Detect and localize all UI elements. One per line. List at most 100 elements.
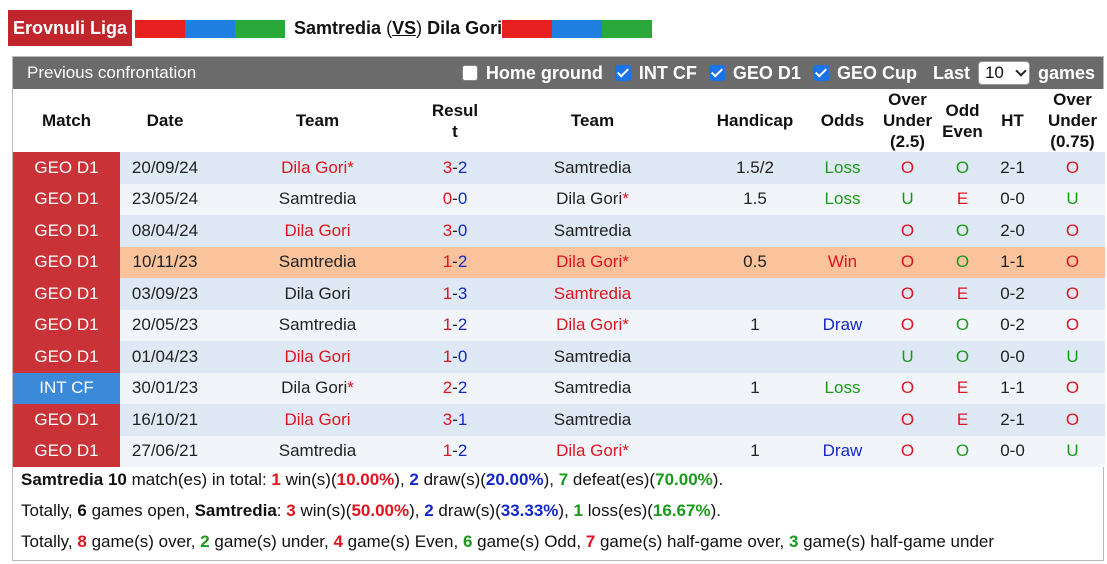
competition-cell[interactable]: GEO D1 (13, 152, 120, 184)
score-cell[interactable]: 3-0 (425, 215, 485, 247)
home-ground-label[interactable]: Home ground (485, 62, 603, 83)
competition-cell[interactable]: GEO D1 (13, 435, 120, 467)
away-team-cell[interactable]: Dila Gori* (485, 246, 700, 278)
score-cell[interactable]: 1-2 (425, 435, 485, 467)
over-under-075-cell: U (1040, 341, 1105, 373)
competition-cell[interactable]: GEO D1 (13, 341, 120, 373)
home-team-cell[interactable]: Samtredia (210, 183, 425, 215)
last-games-select[interactable]: 10 (977, 61, 1030, 85)
home-team-cell[interactable]: Dila Gori* (210, 372, 425, 404)
score-cell[interactable]: 1-2 (425, 246, 485, 278)
competition-cell[interactable]: GEO D1 (13, 183, 120, 215)
geo-d1-label[interactable]: GEO D1 (732, 62, 801, 83)
score-cell[interactable]: 0-0 (425, 183, 485, 215)
away-team-name[interactable]: Dila Gori (556, 189, 623, 209)
home-team-cell[interactable]: Dila Gori (210, 404, 425, 436)
away-team-cell[interactable]: Samtredia (485, 278, 700, 310)
home-team-name[interactable]: Dila Gori (284, 283, 351, 303)
home-team-cell[interactable]: Dila Gori* (210, 152, 425, 184)
home-team-name[interactable]: Samtredia (278, 252, 357, 272)
col-odds: Odds (810, 89, 875, 152)
geo-cup-label[interactable]: GEO Cup (836, 62, 917, 83)
score-cell[interactable]: 2-2 (425, 372, 485, 404)
away-team-name[interactable]: Samtredia (553, 409, 632, 429)
away-team-name[interactable]: Samtredia (553, 220, 632, 240)
home-ground-checkbox[interactable] (461, 65, 478, 81)
away-team-name[interactable]: Samtredia (553, 283, 632, 303)
home-team-name[interactable]: Samtredia (278, 441, 357, 461)
table-row[interactable]: GEO D1 20/05/23 Samtredia 1-2 Dila Gori* 1 Dra… (13, 309, 1105, 341)
score-cell[interactable]: 1-0 (425, 341, 485, 373)
home-team-name[interactable]: Dila Gori (284, 409, 351, 429)
table-row[interactable]: GEO D1 08/04/24 Dila Gori 3-0 Samtredia O O 2-0… (13, 215, 1105, 247)
score-away: 2 (457, 441, 468, 461)
geo-cup-checkbox[interactable] (812, 65, 829, 81)
score-cell[interactable]: 3-1 (425, 404, 485, 436)
handicap-cell: 1 (700, 309, 810, 341)
away-team-name[interactable]: Samtredia (553, 157, 632, 177)
int-cf-checkbox[interactable] (614, 65, 631, 81)
home-team-name[interactable]: Samtredia (278, 315, 357, 335)
home-team-cell[interactable]: Samtredia (210, 309, 425, 341)
home-team-cell[interactable]: Samtredia (210, 435, 425, 467)
score-cell[interactable]: 3-2 (425, 152, 485, 184)
col-match: Match (13, 89, 120, 152)
home-team-cell[interactable]: Dila Gori (210, 278, 425, 310)
table-row[interactable]: GEO D1 20/09/24 Dila Gori* 3-2 Samtredia 1.5/… (13, 152, 1105, 184)
over-under-cell: O (875, 246, 940, 278)
competition-cell[interactable]: GEO D1 (13, 215, 120, 247)
table-body: GEO D1 20/09/24 Dila Gori* 3-2 Samtredia 1.5/… (13, 152, 1105, 467)
away-team-name[interactable]: Samtredia (553, 378, 632, 398)
away-team-cell[interactable]: Samtredia (485, 215, 700, 247)
competition-cell[interactable]: GEO D1 (13, 404, 120, 436)
away-team-cell[interactable]: Dila Gori* (485, 309, 700, 341)
table-row[interactable]: GEO D1 10/11/23 Samtredia 1-2 Dila Gori* 0.5 W… (13, 246, 1105, 278)
away-team-name[interactable]: Samtredia (553, 346, 632, 366)
summary-line-2: Totally, 6 games open, Samtredia: 3 win(… (21, 501, 721, 520)
score-cell[interactable]: 1-3 (425, 278, 485, 310)
competition-cell[interactable]: GEO D1 (13, 278, 120, 310)
neutral-star-marker: * (622, 315, 629, 335)
away-team-cell[interactable]: Samtredia (485, 152, 700, 184)
away-team-cell[interactable]: Samtredia (485, 372, 700, 404)
score-cell[interactable]: 1-2 (425, 309, 485, 341)
competition-cell[interactable]: GEO D1 (13, 246, 120, 278)
table-row[interactable]: GEO D1 01/04/23 Dila Gori 1-0 Samtredia U O 0-0… (13, 341, 1105, 373)
away-team-cell[interactable]: Dila Gori* (485, 435, 700, 467)
competition-cell[interactable]: GEO D1 (13, 309, 120, 341)
home-team-cell[interactable]: Dila Gori (210, 215, 425, 247)
home-team-name[interactable]: Samtredia (278, 189, 357, 209)
col-odd-even: Odd Even (940, 89, 985, 152)
table-row[interactable]: GEO D1 27/06/21 Samtredia 1-2 Dila Gori* 1 Dra… (13, 435, 1105, 467)
geo-d1-checkbox[interactable] (708, 65, 725, 81)
home-team-cell[interactable]: Samtredia (210, 246, 425, 278)
col-over-under-075: Over Under (0.75) (1040, 89, 1105, 152)
away-team-name[interactable]: Dila Gori (556, 441, 623, 461)
table-row[interactable]: GEO D1 23/05/24 Samtredia 0-0 Dila Gori* 1.5 L… (13, 183, 1105, 215)
home-team-name[interactable]: Dila Gori (284, 346, 351, 366)
home-team-name[interactable]: Dila Gori (281, 378, 348, 398)
table-row[interactable]: GEO D1 16/10/21 Dila Gori 3-1 Samtredia O E 2-1… (13, 404, 1105, 436)
filter-bar: Home ground INT CF GEO D1 GEO Cup Last 1… (454, 61, 1095, 85)
away-team-name[interactable]: Dila Gori (556, 315, 623, 335)
away-team-cell[interactable]: Dila Gori* (485, 183, 700, 215)
home-team-name[interactable]: Samtredia (294, 18, 382, 38)
away-team-name[interactable]: Dila Gori (427, 18, 503, 38)
competition-cell[interactable]: INT CF (13, 372, 120, 404)
odds-result-cell: Loss (810, 183, 875, 215)
table-row[interactable]: INT CF 30/01/23 Dila Gori* 2-2 Samtredia 1 Los… (13, 372, 1105, 404)
date-cell: 20/05/23 (120, 309, 210, 341)
over-under-075-cell: O (1040, 246, 1105, 278)
away-team-cell[interactable]: Samtredia (485, 404, 700, 436)
home-team-name[interactable]: Dila Gori (281, 157, 348, 177)
over-under-075-cell: U (1040, 183, 1105, 215)
over-under-cell: O (875, 404, 940, 436)
league-badge[interactable]: Erovnuli Liga (8, 10, 132, 46)
score-home: 1 (442, 283, 453, 303)
away-team-cell[interactable]: Samtredia (485, 341, 700, 373)
home-team-name[interactable]: Dila Gori (284, 220, 351, 240)
home-team-cell[interactable]: Dila Gori (210, 341, 425, 373)
away-team-name[interactable]: Dila Gori (556, 252, 623, 272)
int-cf-label[interactable]: INT CF (638, 62, 697, 83)
table-row[interactable]: GEO D1 03/09/23 Dila Gori 1-3 Samtredia O E 0-2… (13, 278, 1105, 310)
